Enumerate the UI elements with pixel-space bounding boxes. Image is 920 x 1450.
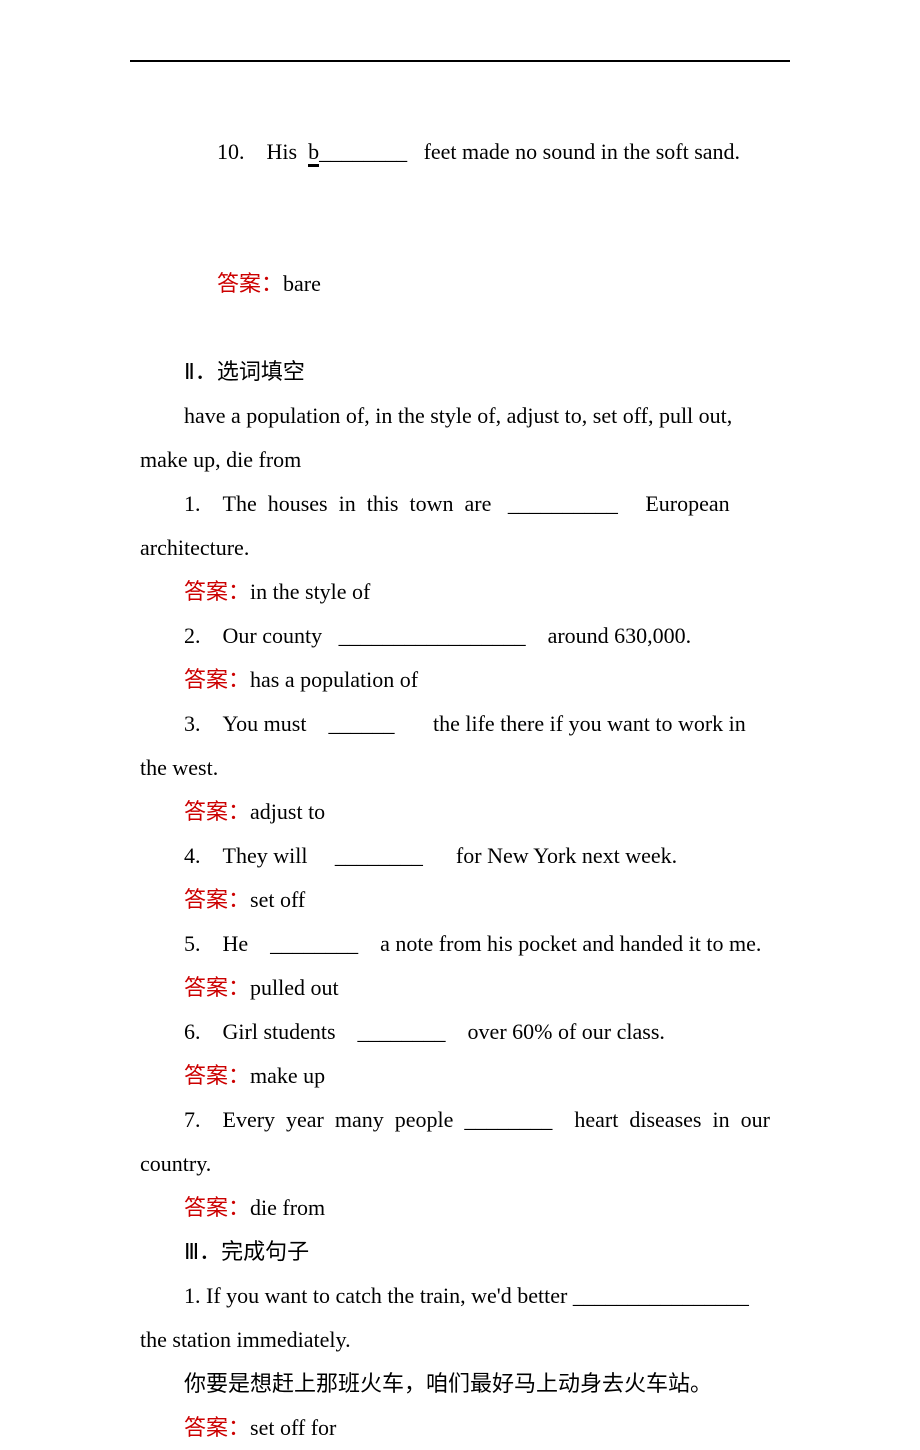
answer-II-5: 答案：pulled out bbox=[140, 966, 790, 1010]
question-III-1-cn: 你要是想赶上那班火车，咱们最好马上动身去火车站。 bbox=[140, 1362, 790, 1406]
question-II-6: 6. Girl students ________ over 60% of ou… bbox=[140, 1010, 790, 1054]
answer-text: has a population of bbox=[250, 667, 418, 692]
answer-text: in the style of bbox=[250, 579, 370, 604]
answer-label: 答案： bbox=[184, 579, 250, 604]
answer-label: 答案： bbox=[184, 1415, 250, 1440]
section-3-heading: Ⅲ．完成句子 bbox=[140, 1230, 790, 1274]
answer-III-1: 答案：set off for bbox=[140, 1406, 790, 1450]
answer-II-7: 答案：die from bbox=[140, 1186, 790, 1230]
answer-label: 答案： bbox=[184, 1063, 250, 1088]
answer-label: 答案： bbox=[184, 1195, 250, 1220]
answer-10: 答案：bare bbox=[140, 218, 790, 350]
page: 10. His b________ feet made no sound in … bbox=[0, 0, 920, 1302]
q10-post: feet made no sound in the soft sand. bbox=[407, 139, 740, 164]
answer-text: bare bbox=[283, 271, 321, 296]
answer-text: adjust to bbox=[250, 799, 325, 824]
answer-II-1: 答案：in the style of bbox=[140, 570, 790, 614]
question-II-3-cont: the west. bbox=[140, 746, 790, 790]
question-II-4: 4. They will ________ for New York next … bbox=[140, 834, 790, 878]
question-II-5: 5. He ________ a note from his pocket an… bbox=[140, 922, 790, 966]
question-III-1: 1. If you want to catch the train, we'd … bbox=[140, 1274, 790, 1318]
answer-label: 答案： bbox=[184, 799, 250, 824]
answer-II-2: 答案：has a population of bbox=[140, 658, 790, 702]
q10-pre: 10. His b bbox=[217, 139, 319, 167]
answer-label: 答案： bbox=[184, 667, 250, 692]
answer-text: set off for bbox=[250, 1415, 336, 1440]
question-II-1: 1. The houses in this town are _________… bbox=[140, 482, 790, 526]
question-II-7: 7. Every year many people ________ heart… bbox=[140, 1098, 790, 1142]
answer-text: pulled out bbox=[250, 975, 339, 1000]
content-area: 10. His b________ feet made no sound in … bbox=[140, 86, 790, 1450]
answer-II-6: 答案：make up bbox=[140, 1054, 790, 1098]
wordbank-line-1: have a population of, in the style of, a… bbox=[140, 394, 790, 438]
answer-text: die from bbox=[250, 1195, 325, 1220]
question-II-2: 2. Our county _________________ around 6… bbox=[140, 614, 790, 658]
question-10: 10. His b________ feet made no sound in … bbox=[140, 86, 790, 218]
question-II-1-cont: architecture. bbox=[140, 526, 790, 570]
answer-text: make up bbox=[250, 1063, 325, 1088]
question-II-3: 3. You must ______ the life there if you… bbox=[140, 702, 790, 746]
wordbank-line-2: make up, die from bbox=[140, 438, 790, 482]
q10-blank: ________ bbox=[319, 139, 407, 164]
horizontal-rule bbox=[130, 60, 790, 62]
answer-II-3: 答案：adjust to bbox=[140, 790, 790, 834]
section-2-heading: Ⅱ．选词填空 bbox=[140, 350, 790, 394]
answer-text: set off bbox=[250, 887, 305, 912]
answer-label: 答案： bbox=[184, 887, 250, 912]
question-II-7-cont: country. bbox=[140, 1142, 790, 1186]
question-III-1-cont: the station immediately. bbox=[140, 1318, 790, 1362]
answer-label: 答案： bbox=[184, 975, 250, 1000]
answer-II-4: 答案：set off bbox=[140, 878, 790, 922]
answer-label: 答案： bbox=[217, 271, 283, 296]
